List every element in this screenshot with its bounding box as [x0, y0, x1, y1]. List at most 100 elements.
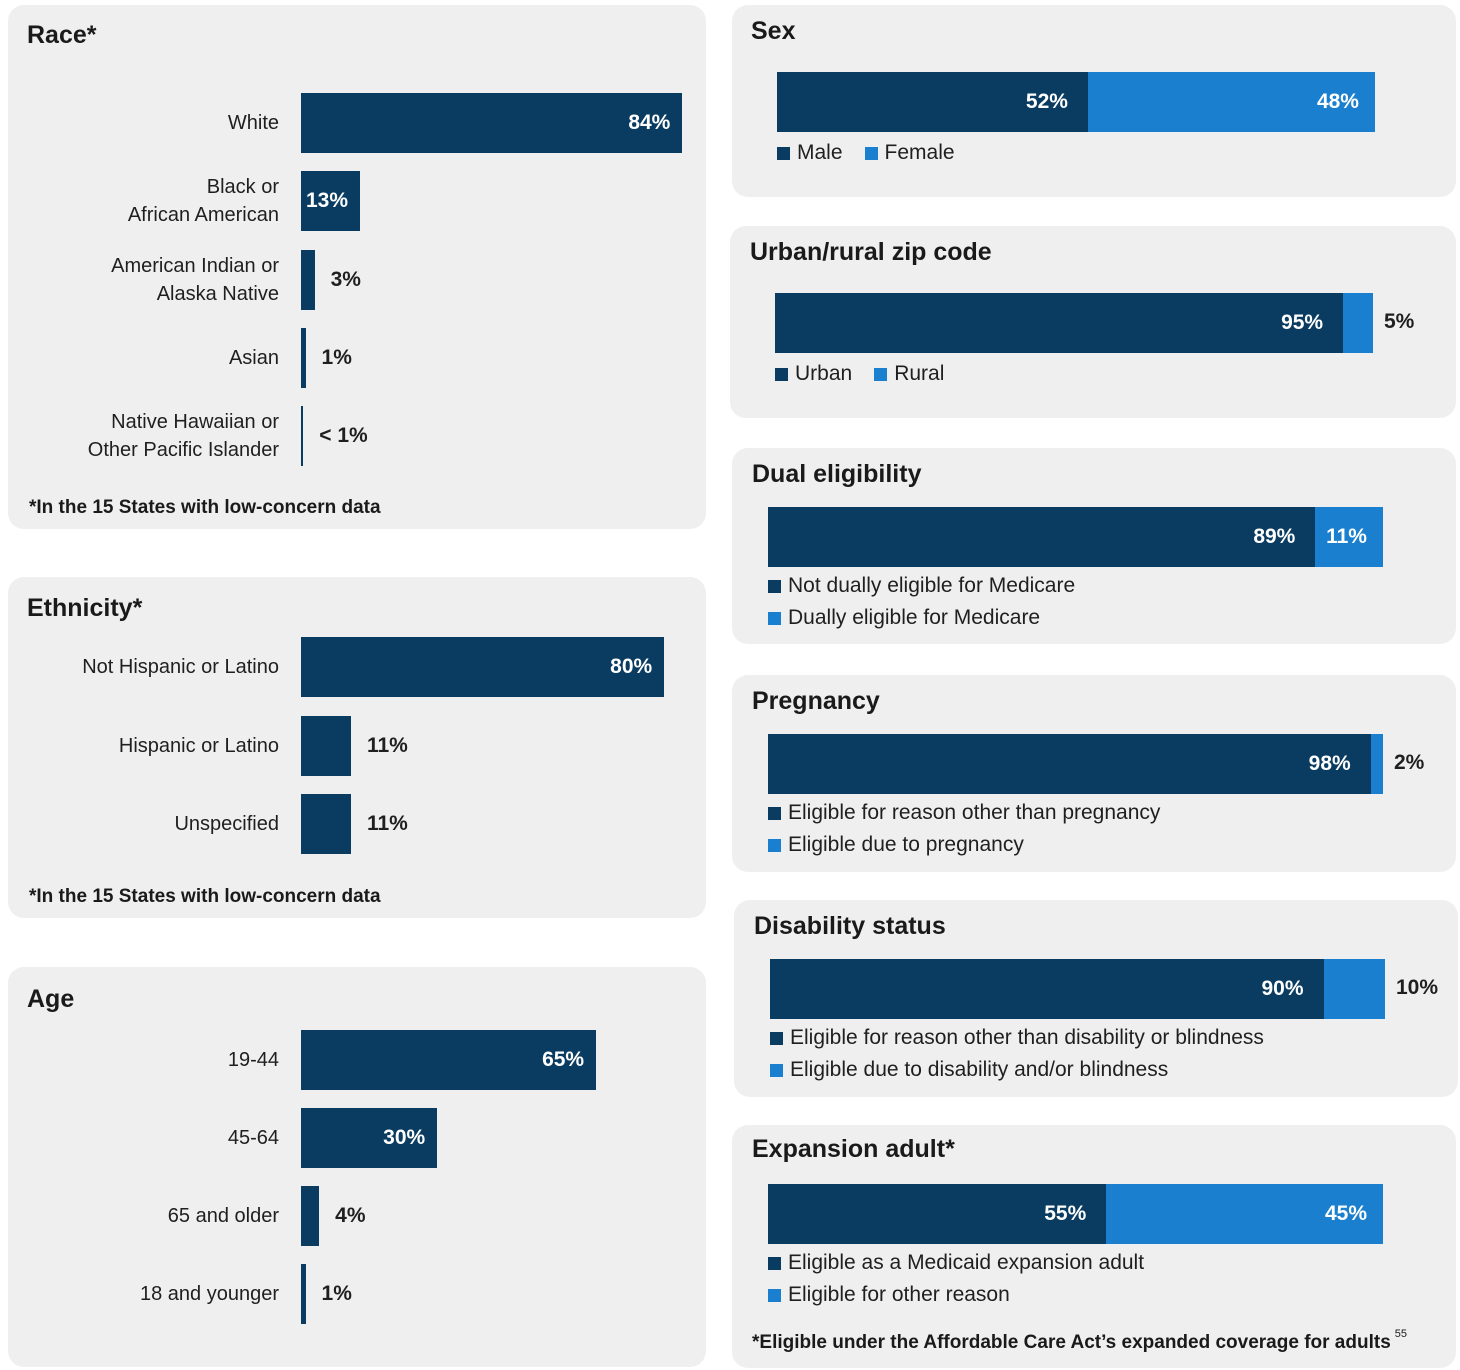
legend-label: Eligible for other reason: [788, 1283, 1010, 1306]
category-label: Hispanic or Latino: [118, 735, 279, 757]
segment-eligible-due-to-disability-and-or-blindness: [1323, 959, 1385, 1019]
legend-swatch: [770, 1063, 783, 1077]
legend-swatch: [864, 146, 878, 160]
bar-american-indian-or-alaska-native: [301, 250, 315, 310]
data-label: 11%: [1326, 525, 1367, 548]
data-label: 98%: [1308, 752, 1351, 775]
data-label: 95%: [1281, 311, 1324, 334]
sex-panel: Sex 52% 48% Male Female: [732, 5, 1456, 197]
legend: Eligible for reason other than pregnancy…: [768, 797, 1182, 861]
legend-item: Eligible for reason other than pregnancy: [768, 801, 1160, 825]
stacked-bar: 55% 45%: [768, 1184, 1383, 1244]
legend-item: Rural: [874, 362, 944, 386]
data-label: 65%: [542, 1048, 585, 1071]
data-label: 13%: [305, 189, 349, 212]
panel-title: Urban/rural zip code: [750, 238, 992, 266]
panel-title: Ethnicity*: [27, 594, 143, 622]
segment-eligible-due-to-pregnancy: [1370, 734, 1383, 794]
bar-asian: [301, 328, 306, 388]
segment-rural: [1343, 293, 1373, 353]
legend-row: Eligible as a Medicaid expansion adult: [768, 1247, 1166, 1279]
data-label: 45%: [1324, 1202, 1367, 1225]
stacked-bar: 98%: [768, 734, 1383, 794]
bar-native-hawaiian-or-other-pacific-islander: [301, 406, 304, 466]
legend-row: Eligible due to disability and/or blindn…: [770, 1054, 1286, 1086]
panel-title: Race*: [27, 21, 97, 49]
legend-label: Eligible due to pregnancy: [788, 833, 1024, 856]
legend-label: Eligible for reason other than disabilit…: [790, 1026, 1264, 1049]
stacked-bar: 52% 48%: [777, 72, 1375, 132]
bar-black-or-african-american: [301, 171, 361, 231]
category-label: 19-44: [227, 1049, 279, 1071]
footnote: *In the 15 States with low-concern data: [29, 886, 381, 907]
expansion-panel: Expansion adult* 55% 45% Eligible as a Med…: [732, 1125, 1456, 1368]
legend-label: Eligible as a Medicaid expansion adult: [788, 1251, 1145, 1274]
category-label: Black or African American: [127, 176, 279, 226]
legend-item: Dually eligible for Medicare: [768, 606, 1040, 630]
legend-row: Male Female: [777, 137, 977, 169]
bar-white: [301, 93, 683, 153]
legend-swatch: [770, 1031, 783, 1045]
data-label: 1%: [321, 1282, 352, 1305]
data-label: 90%: [1261, 977, 1304, 1000]
data-label: 4%: [335, 1204, 366, 1227]
bar-not-hispanic-or-latino: [301, 637, 665, 697]
category-label: American Indian or Alaska Native: [111, 255, 279, 305]
data-label: 5%: [1384, 310, 1415, 333]
dual-panel: Dual eligibility 89% 11% Not dually eligib…: [732, 448, 1456, 644]
panel-title: Age: [27, 985, 75, 1013]
legend-item: Eligible due to pregnancy: [768, 833, 1024, 857]
segment-not-dually-eligible-for-medicare: 89%: [768, 507, 1316, 567]
stacked-bar: 95%: [775, 293, 1373, 353]
legend-swatch: [775, 367, 788, 381]
bar-65-and-older: [301, 1186, 320, 1246]
legend-row: Not dually eligible for Medicare: [768, 570, 1097, 602]
footnote-text: *Eligible under the Affordable Care Act’…: [752, 1332, 1391, 1353]
legend-swatch: [768, 806, 781, 820]
bar-19-44: [301, 1030, 597, 1090]
data-label: 11%: [366, 812, 408, 835]
data-label: 89%: [1253, 525, 1296, 548]
legend: Urban Rural: [775, 358, 966, 390]
category-label: 65 and older: [167, 1205, 279, 1227]
segment-urban: 95%: [775, 293, 1344, 353]
data-label: 3%: [330, 268, 361, 291]
legend-item: Eligible for reason other than disabilit…: [770, 1026, 1264, 1050]
legend-swatch: [777, 146, 790, 160]
segment-eligible-as-a-medicaid-expansion-adult: 55%: [768, 1184, 1107, 1244]
legend: Eligible for reason other than disabilit…: [770, 1022, 1286, 1086]
legend-item: Urban: [775, 362, 852, 386]
urban-panel: Urban/rural zip code 95% 5% Urban Rural: [730, 226, 1456, 418]
legend-label: Dually eligible for Medicare: [788, 606, 1041, 629]
legend-swatch: [768, 838, 781, 852]
panel-title: Expansion adult*: [752, 1135, 955, 1163]
data-label: 10%: [1396, 976, 1439, 999]
legend-item: Eligible due to disability and/or blindn…: [770, 1058, 1168, 1082]
data-label: 80%: [610, 655, 653, 678]
category-label: 45-64: [227, 1127, 279, 1149]
data-label: 48%: [1316, 90, 1359, 113]
legend-label: Female: [884, 141, 955, 164]
category-label: Not Hispanic or Latino: [82, 656, 279, 678]
data-label: 55%: [1044, 1202, 1087, 1225]
category-label: Asian: [228, 347, 279, 369]
bar-hispanic-or-latino: [301, 716, 351, 776]
legend-item: Not dually eligible for Medicare: [768, 574, 1075, 598]
bar-18-and-younger: [301, 1264, 306, 1324]
legend-swatch: [768, 611, 781, 625]
page-number: 55: [1394, 1328, 1408, 1340]
legend-swatch: [874, 367, 888, 381]
legend: Male Female: [777, 137, 977, 169]
category-label: 18 and younger: [139, 1283, 279, 1305]
category-label: Native Hawaiian or Other Pacific Islander: [87, 411, 279, 461]
legend-item: Male: [777, 141, 843, 165]
age-panel: Age 19-44 65% 45-64 30% 65 and older 4% 18 and…: [8, 967, 706, 1367]
panel-title: Dual eligibility: [752, 460, 922, 488]
legend-item: Female: [864, 141, 955, 165]
footnote: *In the 15 States with low-concern data: [29, 497, 381, 518]
segment-male: 52%: [777, 72, 1088, 132]
segment-eligible-for-reason-other-than-disability-or-blindness: 90%: [770, 959, 1324, 1019]
data-label: < 1%: [319, 424, 368, 447]
legend-swatch: [768, 1288, 781, 1302]
race-panel: Race* White 84% Black or African American 13…: [8, 5, 706, 529]
